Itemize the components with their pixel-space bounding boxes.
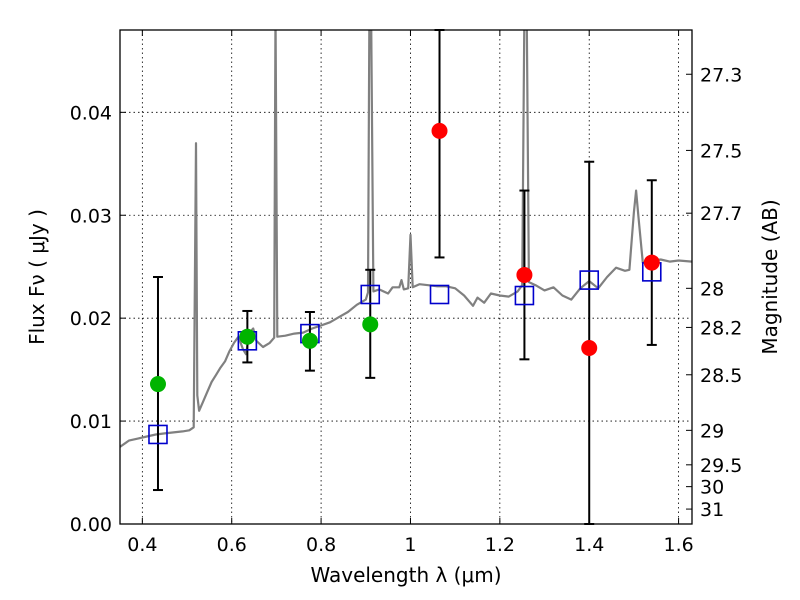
axis-ticks: 0.4 0.6 0.8 1 1.2 1.4 1.6 0.00 0.01 0.02 0.03 0.04 2…	[70, 30, 742, 556]
detection-point	[301, 332, 318, 349]
y2-tick-label: 30	[700, 477, 724, 499]
model-square-marker	[360, 284, 381, 305]
model-square-marker	[514, 285, 535, 306]
x-tick-label: 1.2	[485, 534, 515, 556]
y-tick-label: 0.01	[70, 411, 112, 433]
x-tick-label: 0.6	[217, 534, 247, 556]
y2-tick-label: 27.3	[700, 64, 742, 86]
y2-tick-label: 28.5	[700, 365, 742, 387]
x-tick-label: 1.4	[574, 534, 604, 556]
x-tick-label: 0.8	[306, 534, 336, 556]
y-tick-label: 0.04	[70, 102, 112, 124]
y-tick-label: 0.03	[70, 205, 112, 227]
plot-frame	[119, 29, 693, 525]
y-axis-label: Flux Fν ( μJy )	[25, 209, 49, 345]
observed-photometry-points	[149, 122, 660, 393]
nondetection-point	[431, 122, 448, 139]
nondetection-point	[581, 340, 598, 357]
model-square-marker	[429, 284, 450, 305]
y-tick-label: 0.02	[70, 308, 112, 330]
y2-tick-label: 27.5	[700, 140, 742, 162]
nondetection-point	[516, 266, 533, 283]
spectrum-line	[120, 30, 692, 448]
y2-tick-label: 29	[700, 420, 724, 442]
x-axis-label: Wavelength λ (μm)	[310, 563, 501, 587]
y-tick-label: 0.00	[70, 514, 112, 536]
y2-tick-label: 28	[700, 278, 724, 300]
nondetection-point	[643, 254, 660, 271]
y2-tick-label: 27.7	[700, 203, 742, 225]
detection-point	[362, 316, 379, 333]
y2-tick-label: 31	[700, 499, 724, 521]
x-tick-label: 1.6	[663, 534, 693, 556]
y2-tick-label: 29.5	[700, 455, 742, 477]
y2-axis-label: Magnitude (AB)	[758, 199, 782, 354]
model-square-marker	[579, 270, 600, 290]
errorbars	[152, 29, 657, 525]
model-square-marker	[148, 424, 168, 445]
y2-tick-label: 28.2	[700, 317, 742, 339]
x-tick-label: 1	[404, 534, 416, 556]
detection-point	[239, 328, 256, 345]
x-tick-label: 0.4	[127, 534, 157, 556]
spectrum-series	[120, 30, 692, 448]
detection-point	[149, 376, 166, 393]
